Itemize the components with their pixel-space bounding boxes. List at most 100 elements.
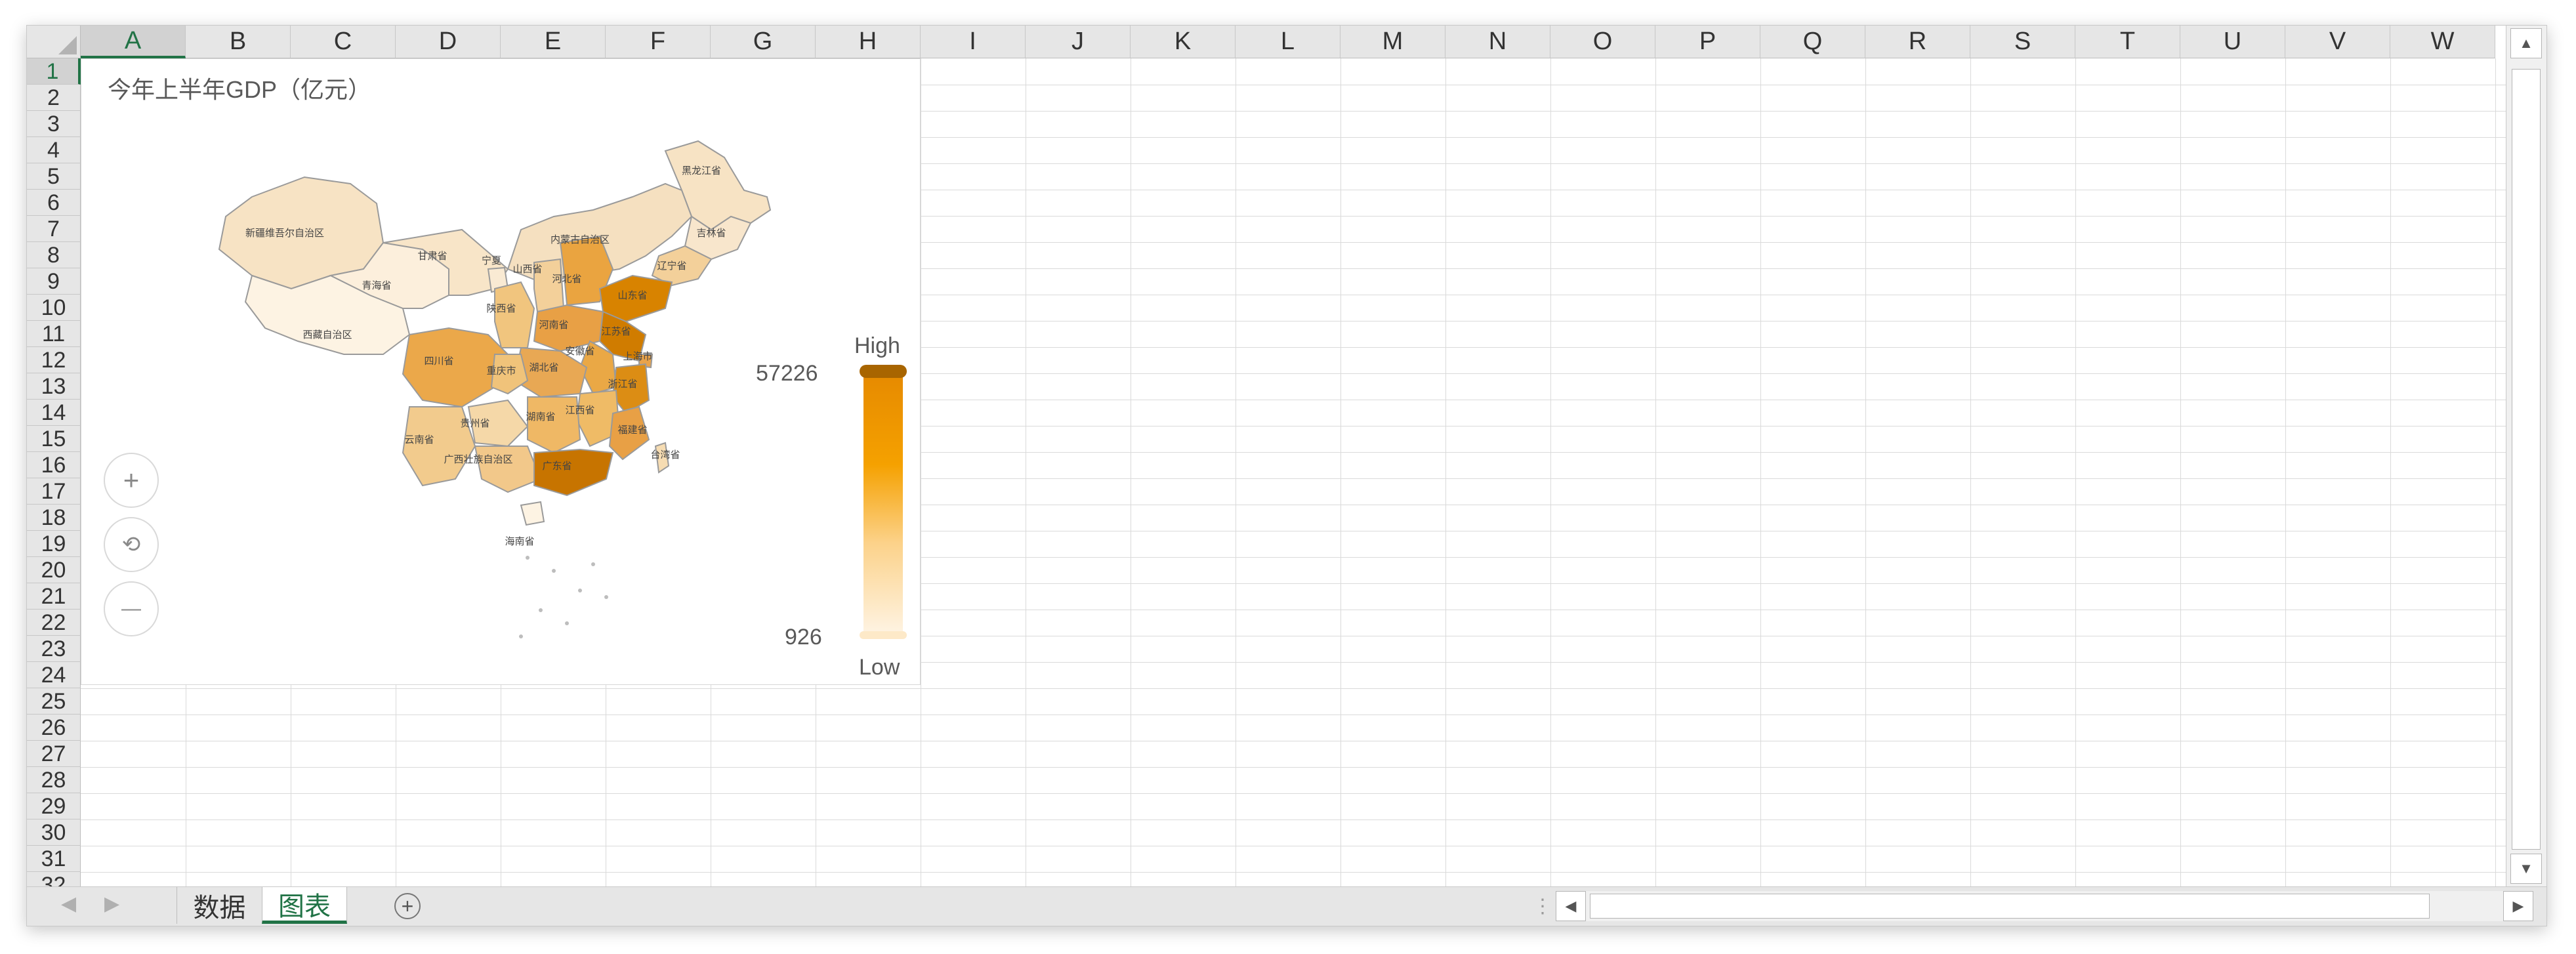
region-label: 内蒙古自治区 [551,234,610,245]
row-header-28[interactable]: 28 [27,767,81,793]
region-guizhou [467,399,529,447]
vertical-scroll-thumb[interactable] [2512,69,2541,850]
row-header-12[interactable]: 12 [27,347,81,373]
add-sheet-button[interactable]: + [394,893,421,919]
tab-splitter-handle[interactable]: ⋮ [1533,896,1552,917]
row-header-18[interactable]: 18 [27,505,81,531]
grid-row-line [81,872,2506,873]
grid-row-line [81,373,2506,374]
row-header-22[interactable]: 22 [27,610,81,636]
sheet-nav-prev-button[interactable]: ◀ [61,893,77,915]
row-header-26[interactable]: 26 [27,715,81,741]
region-label: 四川省 [424,356,453,367]
row-header-1[interactable]: 1 [27,58,81,85]
row-header-27[interactable]: 27 [27,741,81,767]
column-header-a[interactable]: A [81,26,186,58]
region-label: 黑龙江省 [682,165,721,176]
row-header-8[interactable]: 8 [27,242,81,268]
vertical-scrollbar[interactable]: ▲ ▼ [2506,26,2546,886]
select-all-corner[interactable] [27,26,81,58]
column-header-k[interactable]: K [1131,26,1236,58]
sheet-tab-chart[interactable]: 图表 [262,887,347,924]
column-header-u[interactable]: U [2180,26,2285,58]
column-header-n[interactable]: N [1445,26,1550,58]
column-header-j[interactable]: J [1026,26,1131,58]
grid-row-line [81,452,2506,453]
row-header-19[interactable]: 19 [27,531,81,557]
region-label: 西藏自治区 [302,329,352,341]
row-header-21[interactable]: 21 [27,583,81,610]
scroll-up-button[interactable]: ▲ [2510,28,2542,58]
column-header-p[interactable]: P [1655,26,1760,58]
row-header-17[interactable]: 17 [27,478,81,505]
row-header-6[interactable]: 6 [27,190,81,216]
scroll-left-button[interactable]: ◀ [1556,891,1586,921]
row-header-31[interactable]: 31 [27,846,81,872]
row-header-3[interactable]: 3 [27,111,81,137]
column-header-s[interactable]: S [1970,26,2075,58]
region-tibet [244,274,411,355]
column-header-t[interactable]: T [2075,26,2180,58]
grid-row-line [81,347,2506,348]
column-header-b[interactable]: B [186,26,291,58]
column-header-q[interactable]: Q [1760,26,1865,58]
row-header-2[interactable]: 2 [27,85,81,111]
grid-column-line [2495,58,2496,886]
row-header-15[interactable]: 15 [27,426,81,452]
row-header-29[interactable]: 29 [27,793,81,819]
row-header-13[interactable]: 13 [27,373,81,400]
column-header-e[interactable]: E [501,26,606,58]
column-header-l[interactable]: L [1236,26,1340,58]
column-header-c[interactable]: C [291,26,396,58]
grid-column-line [1655,58,1656,886]
row-header-11[interactable]: 11 [27,321,81,347]
row-header-16[interactable]: 16 [27,452,81,478]
row-header-20[interactable]: 20 [27,557,81,583]
legend-handle-high[interactable] [860,365,907,378]
row-header-25[interactable]: 25 [27,688,81,715]
column-header-w[interactable]: W [2390,26,2495,58]
column-header-g[interactable]: G [711,26,816,58]
column-header-h[interactable]: H [816,26,921,58]
column-header-f[interactable]: F [606,26,711,58]
grid-row-line [81,583,2506,584]
column-header-r[interactable]: R [1865,26,1970,58]
region-label: 河南省 [539,320,568,331]
row-header-24[interactable]: 24 [27,662,81,688]
scroll-down-button[interactable]: ▼ [2510,854,2542,884]
column-header-o[interactable]: O [1550,26,1655,58]
row-header-10[interactable]: 10 [27,295,81,321]
sheet-tab-data[interactable]: 数据 [177,887,262,924]
reset-view-button[interactable]: ⟲ [104,517,159,572]
row-header-14[interactable]: 14 [27,400,81,426]
grid-column-line [2075,58,2076,886]
map-chart[interactable]: 今年上半年GDP（亿元） [81,58,921,685]
legend-handle-low[interactable] [860,631,907,639]
column-header-i[interactable]: I [921,26,1026,58]
scroll-right-button[interactable]: ▶ [2503,891,2533,921]
column-header-v[interactable]: V [2285,26,2390,58]
zoom-in-button[interactable]: + [104,453,159,508]
region-liaoning [651,245,713,287]
horizontal-scroll-thumb[interactable] [1590,894,2430,919]
row-header-5[interactable]: 5 [27,163,81,190]
horizontal-scrollbar[interactable]: ◀ ▶ [1556,891,2533,921]
column-header-d[interactable]: D [396,26,501,58]
region-anhui [579,340,617,395]
row-header-9[interactable]: 9 [27,268,81,295]
sheet-nav-next-button[interactable]: ▶ [104,893,120,915]
grid-column-line [2390,58,2391,886]
column-header-m[interactable]: M [1340,26,1445,58]
grid-column-line [1550,58,1551,886]
row-header-23[interactable]: 23 [27,636,81,662]
chart-title: 今年上半年GDP（亿元） [108,76,372,103]
row-header-32[interactable]: 32 [27,872,81,886]
row-header-4[interactable]: 4 [27,137,81,163]
region-label: 广东省 [542,461,571,472]
row-header-30[interactable]: 30 [27,819,81,846]
row-header-7[interactable]: 7 [27,216,81,242]
legend-high-label: High [854,333,900,358]
zoom-out-button[interactable]: — [104,581,159,636]
